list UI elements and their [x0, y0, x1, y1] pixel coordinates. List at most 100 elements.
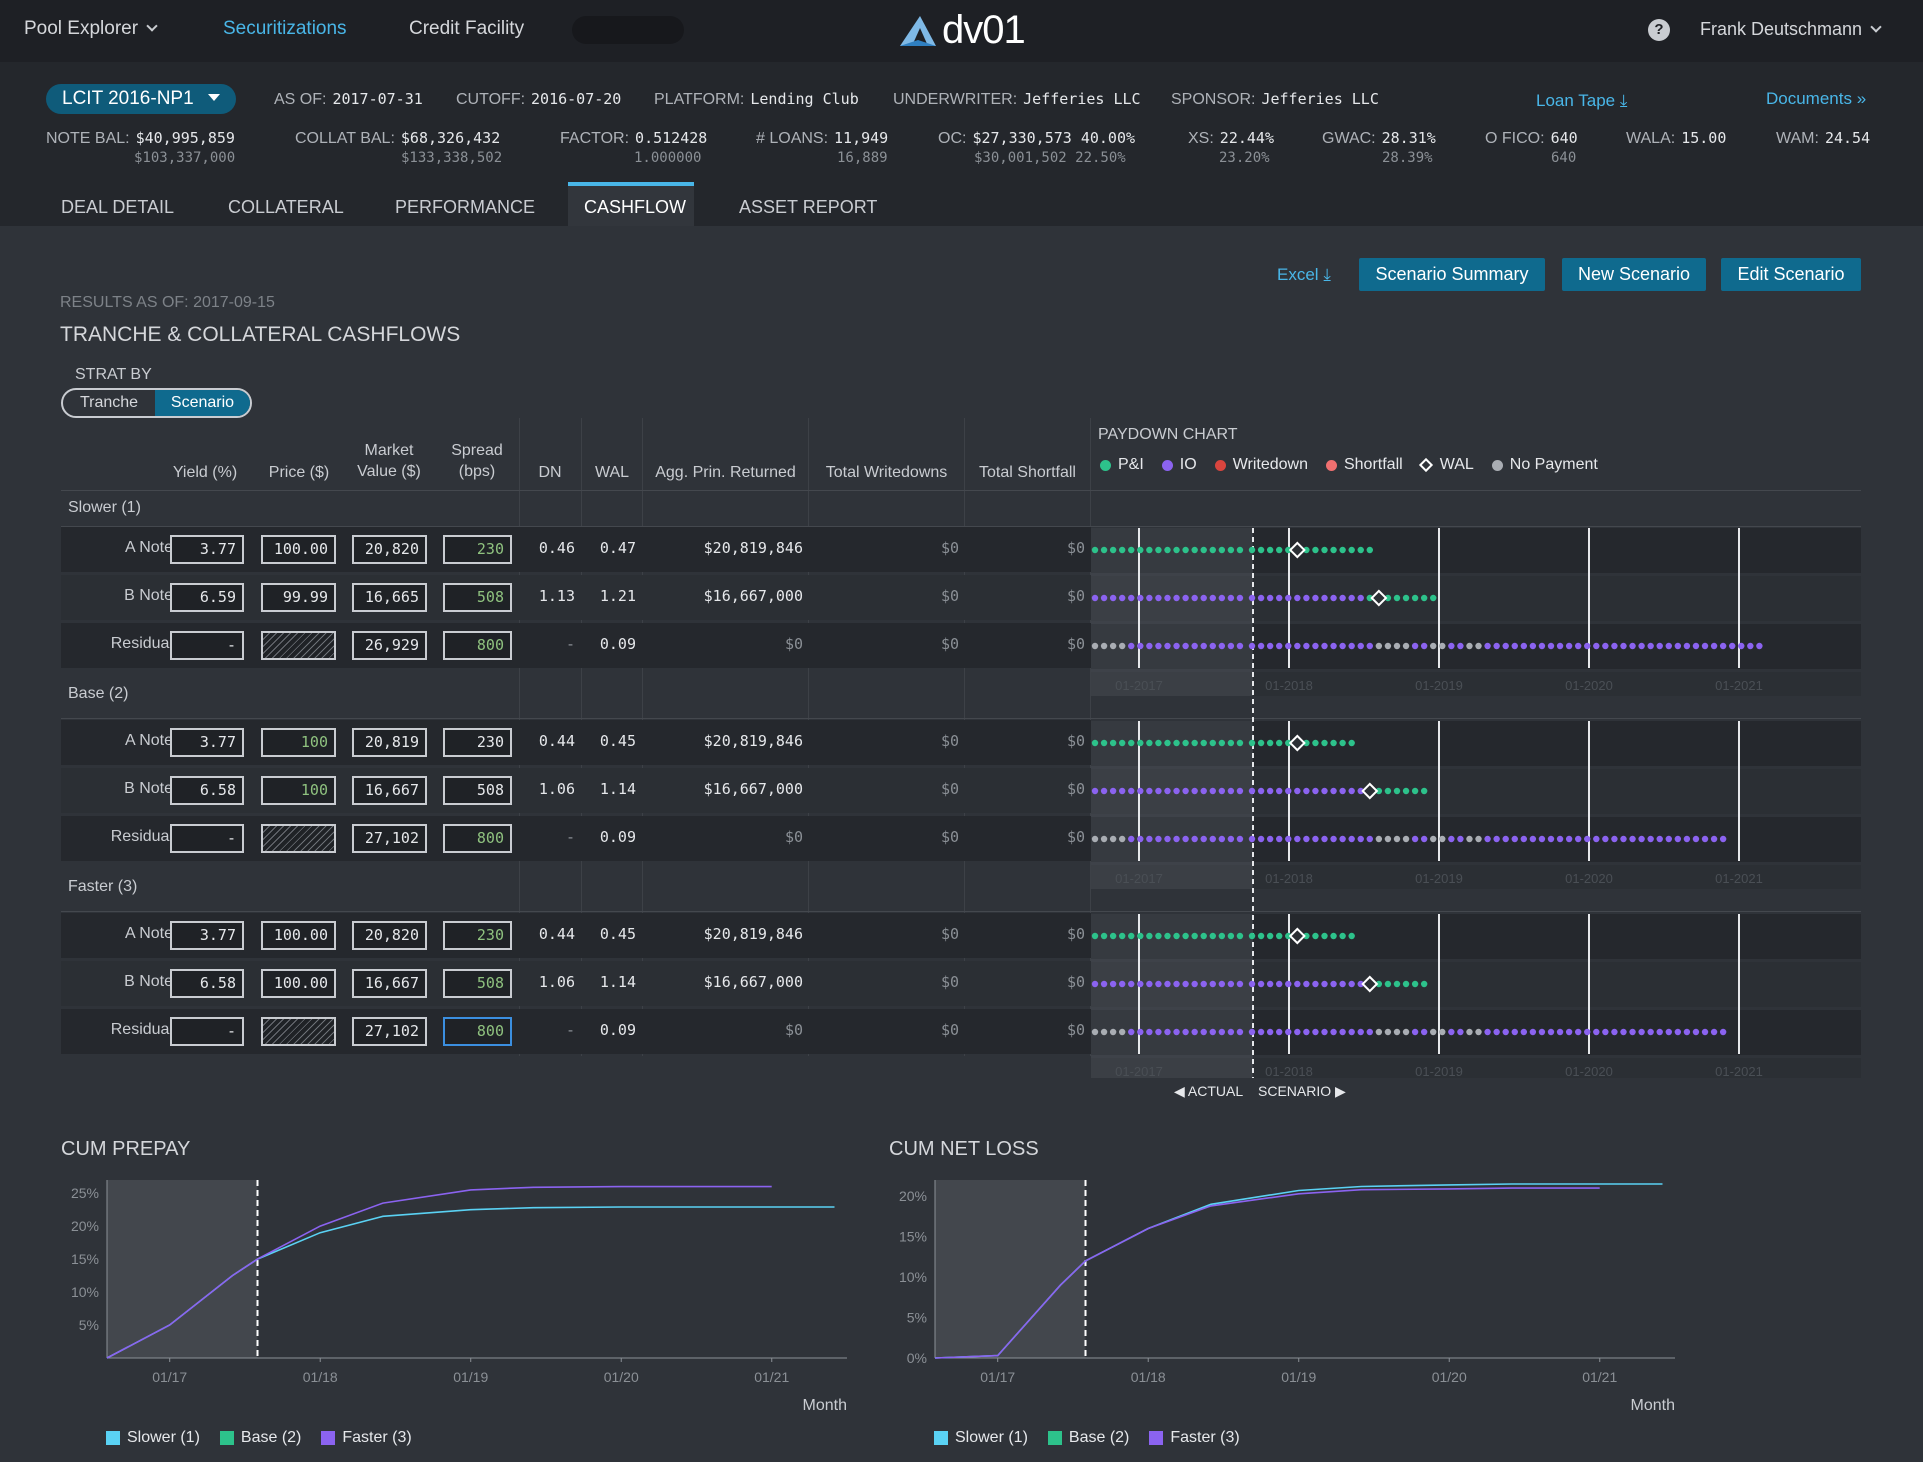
yield-input[interactable]: -	[170, 1017, 244, 1046]
yield-input[interactable]: 3.77	[170, 535, 244, 564]
pi-dot	[1155, 932, 1162, 940]
y-tick-label: 20%	[71, 1218, 99, 1234]
agg-prin-value: $16,667,000	[703, 780, 803, 798]
io-dot	[1321, 642, 1328, 650]
io-dot	[1257, 980, 1265, 988]
strat-tranche-option[interactable]: Tranche	[79, 394, 139, 411]
io-dot	[1182, 1028, 1189, 1036]
io-dot	[1312, 642, 1319, 650]
loan-tape-link[interactable]: Loan Tape ⤓	[1536, 91, 1628, 110]
market-value-input[interactable]: 20,819	[352, 728, 427, 757]
spread-input[interactable]: 230	[443, 921, 512, 950]
nav-securitizations[interactable]: Securitizations	[223, 18, 347, 39]
pi-dot	[1393, 594, 1401, 602]
io-dot	[1683, 835, 1691, 843]
io-dot	[1191, 787, 1198, 795]
logo-text: dv01	[942, 8, 1026, 52]
new-scenario-button[interactable]: New Scenario	[1562, 258, 1706, 291]
paydown-chart: 01-2017 01-2018 01-2019 01-2020 01-2021 01-20…	[1091, 528, 1861, 1078]
tab-deal-detail[interactable]: DEAL DETAIL	[61, 197, 175, 217]
market-value-input[interactable]: 20,820	[352, 921, 427, 950]
market-value-input[interactable]: 20,820	[352, 535, 427, 564]
tab-asset-report[interactable]: ASSET REPORT	[739, 197, 878, 217]
io-dot	[1137, 1028, 1144, 1036]
io-dot	[1692, 835, 1700, 843]
spread-input[interactable]: 800	[443, 1017, 512, 1046]
yield-input[interactable]: 6.59	[170, 583, 244, 612]
year-tick-label: 01-2018	[1265, 871, 1313, 886]
year-tick-label: 01-2017	[1115, 871, 1163, 886]
io-dot	[1276, 980, 1283, 988]
yield-input[interactable]: 6.58	[170, 969, 244, 998]
strat-scenario-option[interactable]: Scenario	[155, 390, 250, 416]
original-fico-orig: 640	[1551, 150, 1577, 166]
market-value-input[interactable]: 27,102	[352, 1017, 427, 1046]
market-value-input[interactable]: 26,929	[352, 631, 427, 660]
spread-input[interactable]: 800	[443, 631, 512, 660]
pi-dot	[1200, 546, 1207, 554]
pi-dot	[1330, 739, 1337, 747]
col-wal: WAL	[594, 464, 630, 481]
year-tick-label: 01-2020	[1565, 1064, 1613, 1078]
excel-export-link[interactable]: Excel ⤓	[1277, 265, 1331, 284]
header-divider	[61, 490, 1861, 491]
logo[interactable]: dv01	[898, 8, 1026, 53]
io-dot	[1330, 642, 1337, 650]
spread-input[interactable]: 230	[443, 728, 512, 757]
market-value-input[interactable]: 16,667	[352, 969, 427, 998]
pi-dot	[1227, 932, 1235, 940]
help-icon[interactable]: ?	[1648, 19, 1670, 41]
io-dot	[1493, 835, 1500, 843]
io-dot	[1321, 594, 1328, 602]
io-dot	[1484, 835, 1491, 843]
spread-input[interactable]: 508	[443, 776, 512, 805]
writedowns-value: $0	[940, 732, 959, 750]
wal-marker	[1288, 927, 1306, 945]
market-value-input[interactable]: 16,665	[352, 583, 427, 612]
market-value-input[interactable]: 16,667	[352, 776, 427, 805]
io-dot	[1547, 1028, 1555, 1036]
io-dot	[1248, 594, 1256, 602]
io-dot	[1236, 1028, 1244, 1036]
col-yield: Yield (%)	[172, 464, 238, 481]
yield-input[interactable]: -	[170, 631, 244, 660]
nav-credit-facility[interactable]: Credit Facility	[409, 18, 525, 39]
tab-performance[interactable]: PERFORMANCE	[395, 197, 536, 217]
price-input[interactable]: 99.99	[261, 583, 336, 612]
spread-input[interactable]: 508	[443, 583, 512, 612]
io-dot	[1236, 594, 1244, 602]
deal-select[interactable]: LCIT 2016-NP1	[46, 84, 236, 114]
documents-link[interactable]: Documents »	[1766, 89, 1867, 108]
user-menu[interactable]: Frank Deutschmann	[1700, 19, 1882, 40]
edit-scenario-button[interactable]: Edit Scenario	[1721, 258, 1861, 291]
tab-cashflow[interactable]: CASHFLOW	[584, 197, 687, 217]
yield-input[interactable]: 3.77	[170, 728, 244, 757]
io-dot	[1520, 1028, 1528, 1036]
nav-pool-explorer[interactable]: Pool Explorer	[24, 18, 158, 40]
spread-input[interactable]: 230	[443, 535, 512, 564]
yield-input[interactable]: 3.77	[170, 921, 244, 950]
io-dot	[1593, 642, 1600, 650]
spread-input[interactable]: 800	[443, 824, 512, 853]
yield-input[interactable]: -	[170, 824, 244, 853]
price-input[interactable]: 100	[261, 728, 336, 757]
io-dot	[1719, 1028, 1727, 1036]
tab-collateral[interactable]: COLLATERAL	[228, 197, 344, 217]
io-dot	[1321, 787, 1328, 795]
yield-input[interactable]: 6.58	[170, 776, 244, 805]
dn-value: 0.44	[538, 925, 575, 943]
wal-value: 0.45	[599, 925, 636, 943]
scenario-summary-button[interactable]: Scenario Summary	[1359, 258, 1545, 291]
price-input[interactable]: 100.00	[261, 969, 336, 998]
io-dot	[1218, 787, 1226, 795]
market-value-input[interactable]: 27,102	[352, 824, 427, 853]
price-input[interactable]: 100.00	[261, 535, 336, 564]
price-input[interactable]: 100	[261, 776, 336, 805]
spread-input[interactable]: 508	[443, 969, 512, 998]
pi-dot	[1146, 546, 1153, 554]
pi-dot	[1100, 932, 1108, 940]
io-dot	[1285, 980, 1292, 988]
pi-dot	[1257, 546, 1265, 554]
agg-prin-value: $0	[784, 635, 803, 653]
price-input[interactable]: 100.00	[261, 921, 336, 950]
